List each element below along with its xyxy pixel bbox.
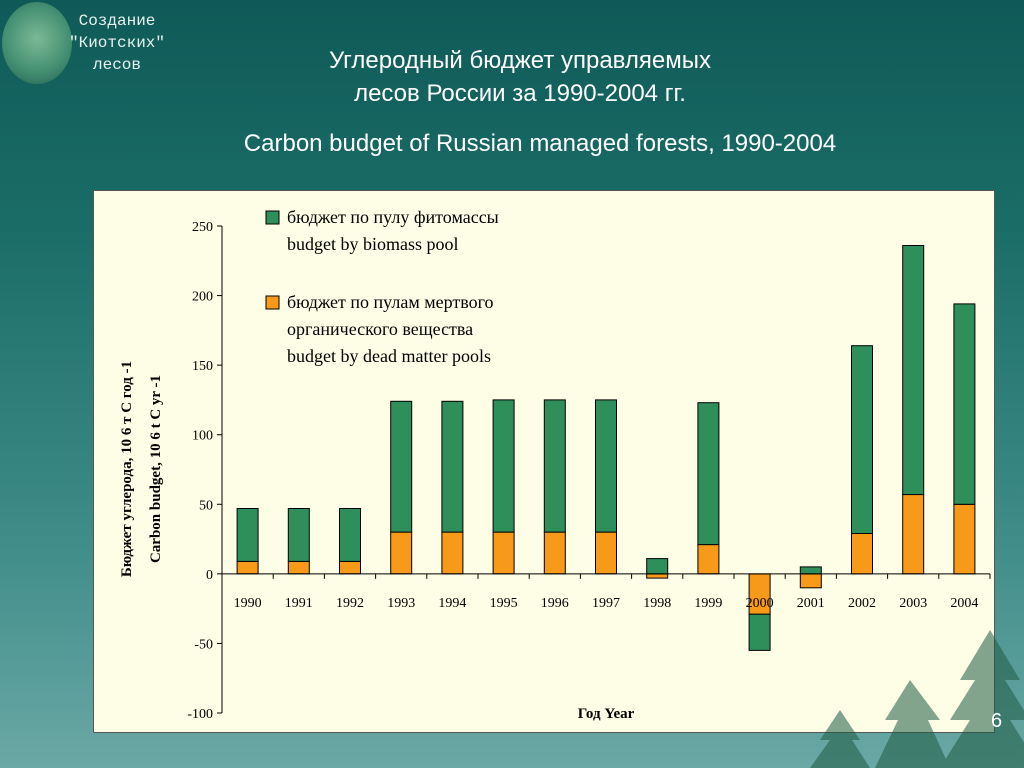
bar-2003-series-0: [902, 494, 925, 575]
forest-emblem-icon: [2, 2, 72, 84]
bar-1990-series-0: [236, 560, 259, 575]
bar-1998-series-0: [646, 573, 669, 579]
logo-line-2: "Киотских": [68, 34, 165, 52]
bar-1997-series-0: [595, 531, 617, 575]
bar-1991-series-1: [287, 508, 310, 562]
bar-1999-series-1: [697, 402, 720, 546]
x-axis-label: Год Year: [578, 706, 635, 722]
logo-line-1: Создание: [78, 12, 156, 30]
x-tick-label-2004: 2004: [950, 596, 978, 611]
chart-panel: 250 200 150 100 50 0 -50 -100 1990 1991 1992 1993 19…: [93, 190, 995, 733]
x-tick-label-2003: 2003: [899, 596, 927, 611]
y-axis-label-line-1: Carbon budget, 10 6 t C yr -1: [148, 375, 164, 563]
bar-1998-series-1: [646, 558, 669, 575]
x-tick-label-1998: 1998: [643, 596, 671, 611]
legend-label-1-line-1: budget by biomass pool: [287, 234, 459, 254]
y-axis-label: Бюджет углерода, 10 6 т С год -1 Carbon b…: [119, 361, 164, 577]
x-tick-label-1993: 1993: [387, 596, 415, 611]
axes-layer: 250 200 150 100 50 0 -50 -100 1990 1991 1992 1993 19…: [187, 220, 991, 722]
bar-1996-series-0: [543, 531, 566, 575]
x-tick-label-1999: 1999: [694, 596, 722, 611]
bar-1999-series-0: [697, 544, 720, 575]
slide-title: Углеродный бюджет управляемых лесов Росс…: [220, 44, 820, 110]
bar-1991-series-0: [287, 560, 310, 575]
legend-label-0-line-1: органического вещества: [287, 319, 473, 339]
legend: бюджет по пулу фитомассы budget by biomas…: [265, 207, 499, 366]
x-tick-label-2001: 2001: [797, 596, 825, 611]
bar-1997-series-1: [595, 399, 617, 533]
y-tick-label-250: 250: [192, 220, 213, 235]
bar-1996-series-1: [543, 399, 566, 533]
x-tick-label-1997: 1997: [592, 596, 620, 611]
bar-1994-series-0: [441, 531, 464, 575]
x-tick-label-1990: 1990: [234, 596, 262, 611]
x-tick-label-1995: 1995: [490, 596, 518, 611]
y-tick-label-200: 200: [192, 290, 213, 305]
x-tick-label-1991: 1991: [285, 596, 313, 611]
bar-2001-series-1: [799, 566, 822, 575]
y-tick-label-50: 50: [199, 498, 213, 513]
y-axis-label-line-0: Бюджет углерода, 10 6 т С год -1: [119, 361, 135, 577]
x-tick-label-1992: 1992: [336, 596, 364, 611]
legend-label-1-line-0: бюджет по пулу фитомассы: [287, 207, 499, 227]
bar-2001-series-0: [799, 573, 822, 589]
bar-1995-series-0: [492, 531, 515, 575]
bars-layer: [236, 245, 976, 651]
bar-1992-series-1: [339, 508, 361, 562]
x-tick-label-2002: 2002: [848, 596, 876, 611]
y-tick-label-100: 100: [192, 429, 213, 444]
legend-label-0-line-2: budget by dead matter pools: [287, 346, 491, 366]
y-tick-label-150: 150: [192, 359, 213, 374]
x-tick-label-1996: 1996: [541, 596, 569, 611]
logo-text: Создание "Киотских" лесов: [62, 10, 172, 76]
y-tick-label--50: -50: [194, 637, 213, 652]
legend-label-0-line-0: бюджет по пулам мертвого: [287, 292, 494, 312]
x-tick-label-1994: 1994: [438, 596, 466, 611]
title-line-1: Углеродный бюджет управляемых: [329, 47, 711, 74]
bar-2002-series-1: [851, 345, 873, 534]
page-number: 6: [991, 710, 1003, 732]
logo-line-3: лесов: [92, 56, 141, 74]
bar-2004-series-1: [953, 303, 976, 505]
bar-1995-series-1: [492, 399, 515, 533]
x-tick-label-2000: 2000: [746, 596, 774, 611]
y-tick-label--100: -100: [187, 707, 213, 722]
bar-1990-series-1: [236, 508, 259, 562]
bar-1992-series-0: [339, 560, 361, 575]
bar-1994-series-1: [441, 400, 464, 533]
bar-2003-series-1: [902, 245, 925, 496]
bar-1993-series-0: [390, 531, 413, 575]
bar-2002-series-0: [851, 533, 873, 575]
legend-swatch-1: [265, 210, 280, 225]
y-tick-label-0: 0: [206, 568, 213, 583]
title-line-2: лесов России за 1990-2004 гг.: [354, 80, 686, 107]
slide-subtitle: Carbon budget of Russian managed forests…: [243, 130, 837, 157]
bar-2004-series-0: [953, 503, 976, 575]
bar-1993-series-1: [390, 400, 413, 533]
carbon-budget-chart: 250 200 150 100 50 0 -50 -100 1990 1991 1992 1993 19…: [119, 207, 991, 722]
bar-2000-series-1: [748, 613, 771, 651]
legend-swatch-0: [265, 295, 280, 310]
